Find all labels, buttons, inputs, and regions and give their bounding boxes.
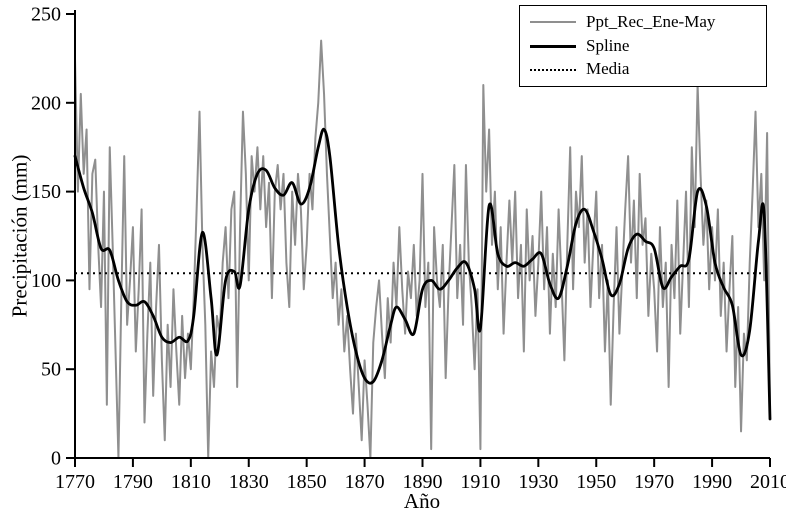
y-tick-label: 200 — [31, 92, 61, 114]
series-reconstruction-line — [74, 39, 771, 459]
y-axis-label: Precipitación (mm) — [7, 154, 32, 318]
x-tick-label: 1930 — [518, 471, 558, 493]
legend-entry: Ppt_Rec_Ene-May — [530, 12, 756, 32]
x-tick-label: 1910 — [460, 471, 500, 493]
x-tick-label: 1970 — [634, 471, 674, 493]
y-tick-label: 50 — [41, 359, 61, 381]
y-tick-label: 250 — [31, 4, 61, 26]
series-spline-line — [73, 127, 772, 421]
x-tick-label: 2010 — [750, 471, 786, 493]
legend-line-spline-icon — [530, 44, 576, 48]
legend-line-media-icon — [530, 68, 576, 71]
x-tick-label: 1950 — [576, 471, 616, 493]
y-tick-label: 0 — [51, 448, 61, 470]
x-tick-label: 1990 — [692, 471, 732, 493]
x-tick-label: 1810 — [171, 471, 211, 493]
legend-label-spline: Spline — [586, 35, 630, 55]
legend-entry: Spline — [530, 35, 756, 56]
y-tick-label: 100 — [31, 270, 61, 292]
legend-entry: Media — [530, 60, 756, 79]
legend-label-media: Media — [586, 59, 630, 79]
y-tick-label: 150 — [31, 181, 61, 203]
x-tick-label: 1770 — [55, 471, 95, 493]
x-tick-label: 1830 — [229, 471, 269, 493]
legend-label-reconstruction: Ppt_Rec_Ene-May — [586, 12, 716, 31]
x-tick-label: 1870 — [345, 471, 385, 493]
legend: Ppt_Rec_Ene-May Spline Media — [519, 5, 767, 88]
x-tick-label: 1890 — [403, 471, 443, 493]
x-axis-label: Año — [403, 489, 441, 513]
x-tick-label: 1790 — [113, 471, 153, 493]
legend-line-reconstruction-icon — [530, 21, 576, 24]
x-tick-label: 1850 — [287, 471, 327, 493]
